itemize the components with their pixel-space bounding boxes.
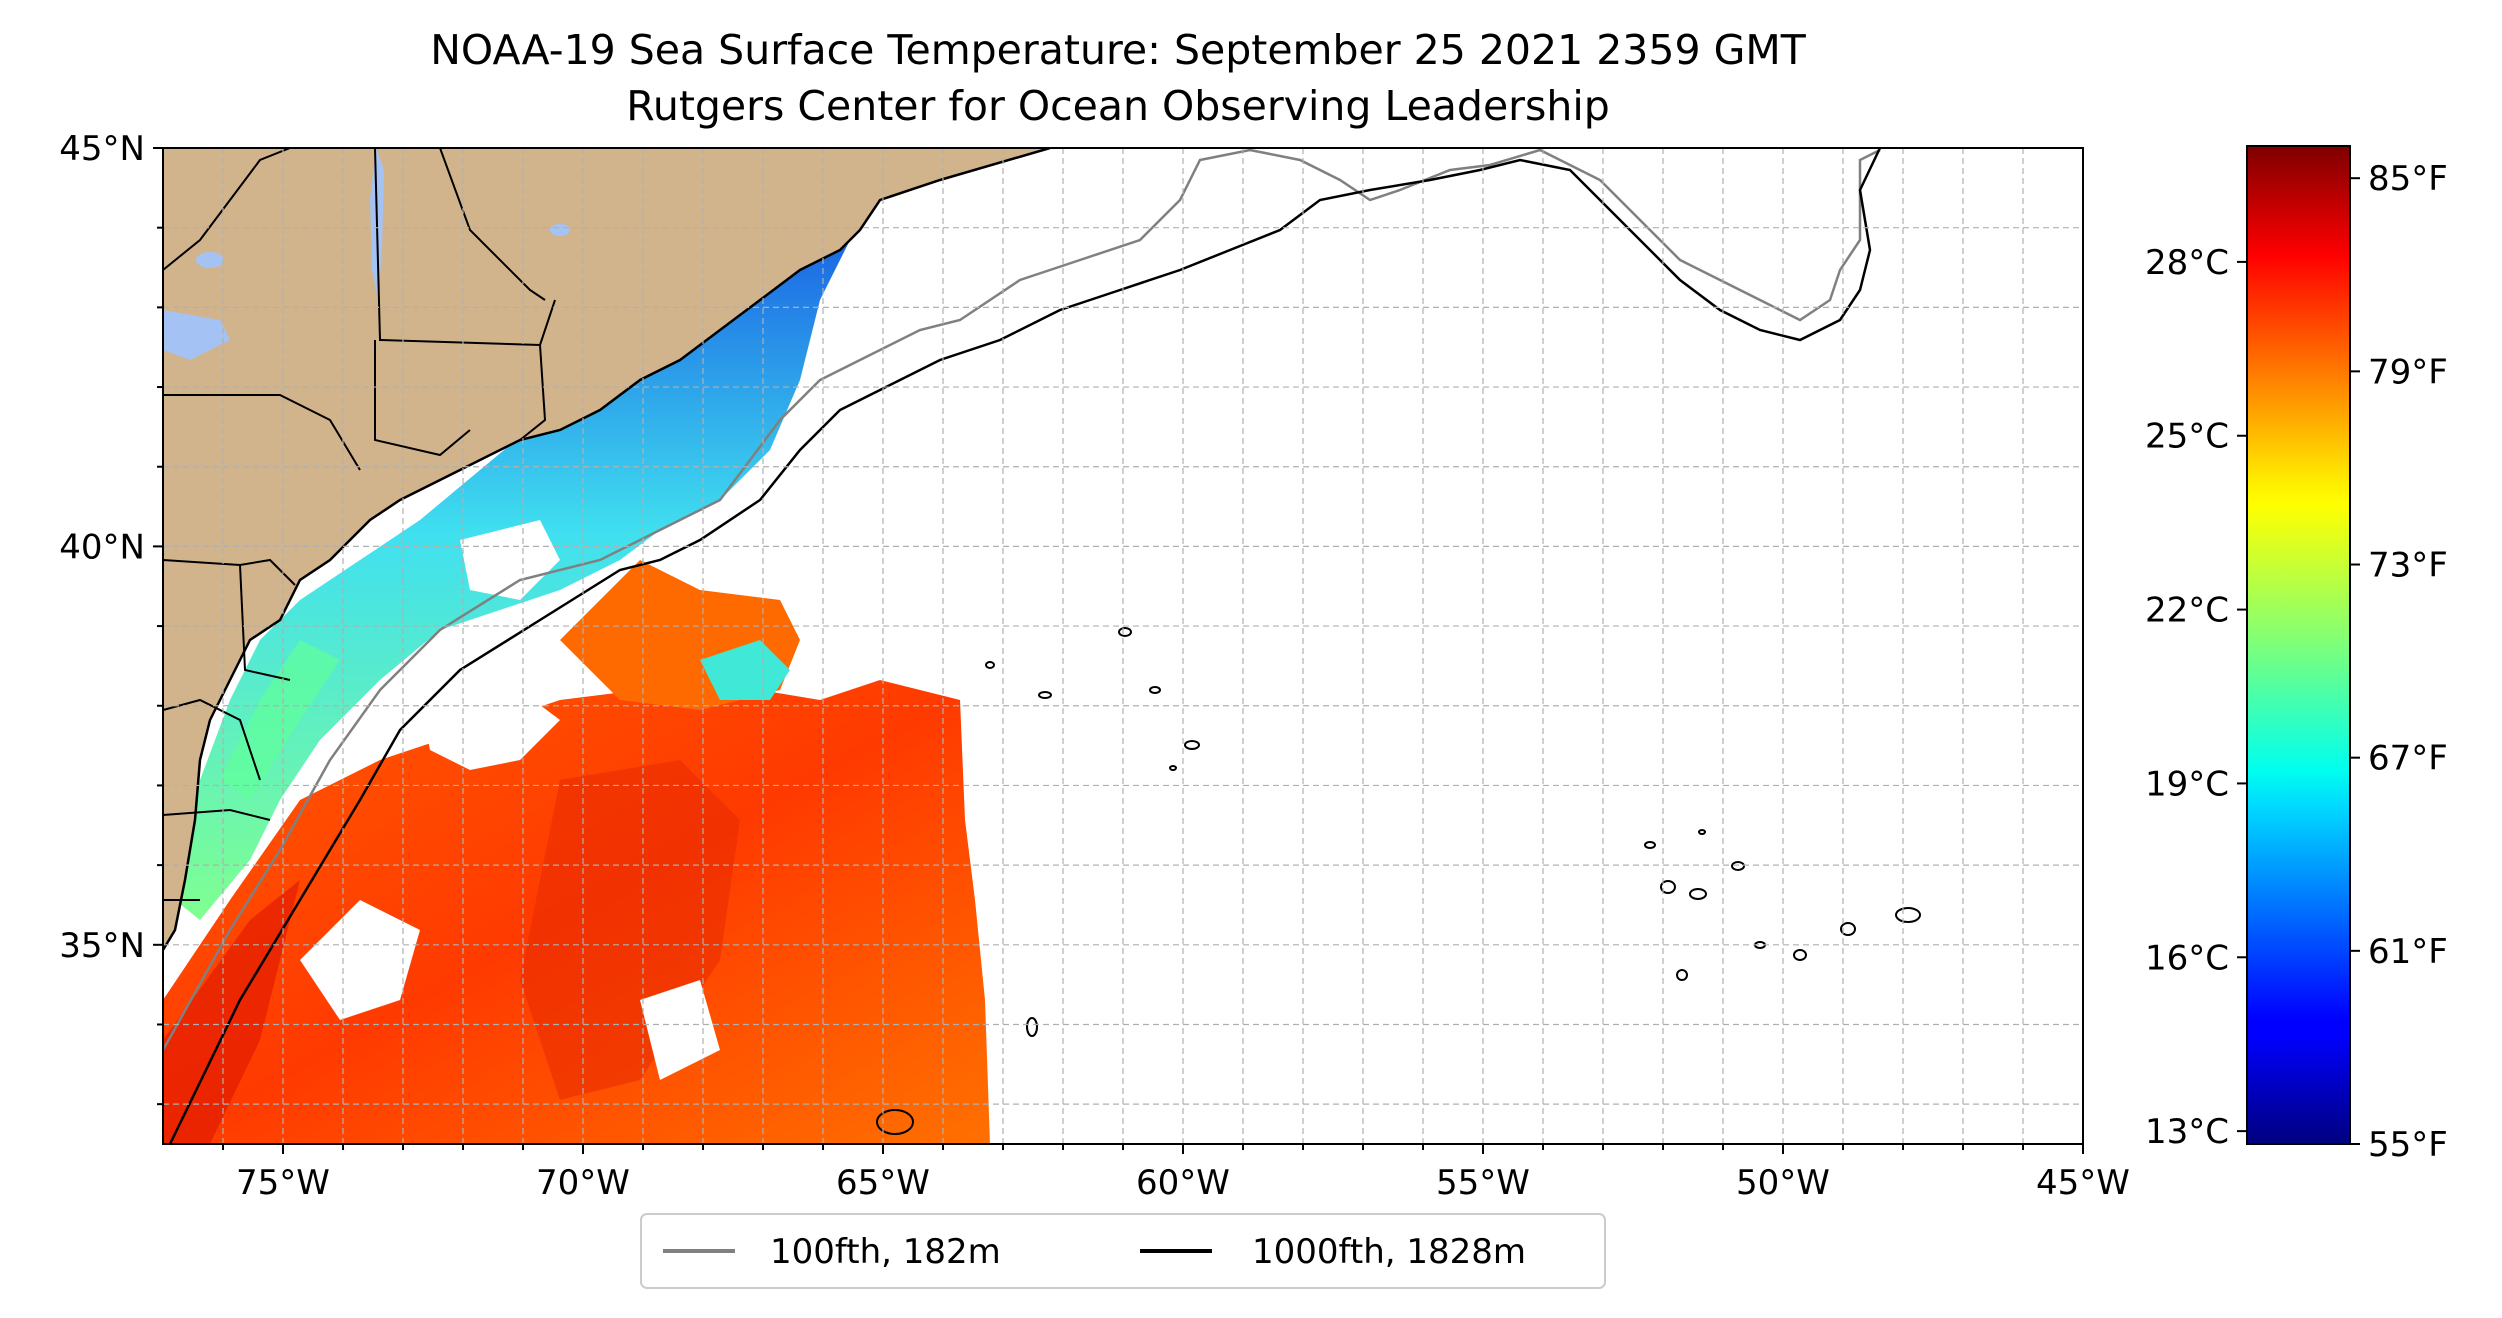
sst-hot-core-2: [520, 760, 740, 1100]
fahrenheit-tick-label: 85°F: [2368, 159, 2448, 199]
contour-legend: 100fth, 182m 1000fth, 1828m: [640, 1213, 1606, 1289]
lon-tick-label: 45°W: [2036, 1163, 2130, 1203]
colorbar-fahrenheit-axis: 85°F 79°F 73°F 67°F 61°F 55°F: [2350, 159, 2448, 1165]
celsius-tick-label: 22°C: [2145, 591, 2229, 631]
lon-tick-label: 60°W: [1136, 1163, 1230, 1203]
cloud-mask-5: [820, 148, 960, 700]
map-panel[interactable]: [163, 148, 2083, 1144]
legend-box: [640, 1213, 1606, 1289]
legend-label-1000fth: 1000fth, 1828m: [1252, 1232, 1526, 1272]
latitude-axis: 45°N 40°N 35°N: [59, 129, 163, 1106]
cloud-mask-3: [460, 520, 560, 600]
cloud-mask-2: [300, 900, 420, 1020]
celsius-tick-label: 19°C: [2145, 764, 2229, 804]
fahrenheit-tick-label: 67°F: [2368, 739, 2448, 779]
lat-tick-label: 40°N: [59, 527, 145, 567]
lake-winnipesaukee: [550, 224, 570, 236]
lat-tick-label: 35°N: [59, 926, 145, 966]
lake-2: [163, 310, 230, 360]
fahrenheit-tick-label: 61°F: [2368, 932, 2448, 972]
sst-warm-ring-cyan: [700, 640, 790, 700]
seamount-contours: [876, 627, 1921, 1135]
legend-label-100fth: 100fth, 182m: [770, 1232, 1001, 1272]
lon-tick-label: 65°W: [836, 1163, 930, 1203]
longitude-axis: 75°W 70°W 65°W 60°W 55°W 50°W 45°W: [222, 1144, 2130, 1203]
contour-1000fth: [168, 148, 1882, 1144]
cloud-mask-6: [640, 980, 720, 1080]
fahrenheit-tick-label: 79°F: [2368, 352, 2448, 392]
gridlines: [163, 148, 2083, 1144]
celsius-tick-label: 16°C: [2145, 938, 2229, 978]
celsius-tick-label: 25°C: [2145, 417, 2229, 457]
fahrenheit-tick-label: 55°F: [2368, 1125, 2448, 1165]
sst-shelf-green: [220, 640, 340, 800]
celsius-tick-label: 13°C: [2145, 1112, 2229, 1152]
land-mass: [163, 148, 1050, 950]
map-title: NOAA-19 Sea Surface Temperature: Septemb…: [430, 26, 1806, 74]
sst-hot-core: [163, 880, 300, 1144]
fahrenheit-tick-label: 73°F: [2368, 546, 2448, 586]
colorbar-celsius-axis: 28°C 25°C 22°C 19°C 16°C 13°C: [2145, 243, 2247, 1152]
map-subtitle: Rutgers Center for Ocean Observing Leade…: [626, 82, 1610, 130]
lake-1: [196, 252, 224, 268]
lon-tick-label: 55°W: [1436, 1163, 1530, 1203]
lat-tick-label: 45°N: [59, 129, 145, 169]
colorbar: 28°C 25°C 22°C 19°C 16°C 13°C 85°F 79°F 73°F 67°…: [2145, 145, 2448, 1165]
coastline: [163, 148, 1051, 951]
lon-tick-label: 75°W: [236, 1163, 330, 1203]
cloud-mask-1: [420, 690, 560, 770]
state-borders: [163, 148, 556, 901]
colorbar-gradient: [2246, 145, 2351, 1145]
lon-tick-label: 70°W: [536, 1163, 630, 1203]
celsius-tick-label: 28°C: [2145, 243, 2229, 283]
lon-tick-label: 50°W: [1736, 1163, 1830, 1203]
contour-100fth: [163, 148, 1881, 1051]
